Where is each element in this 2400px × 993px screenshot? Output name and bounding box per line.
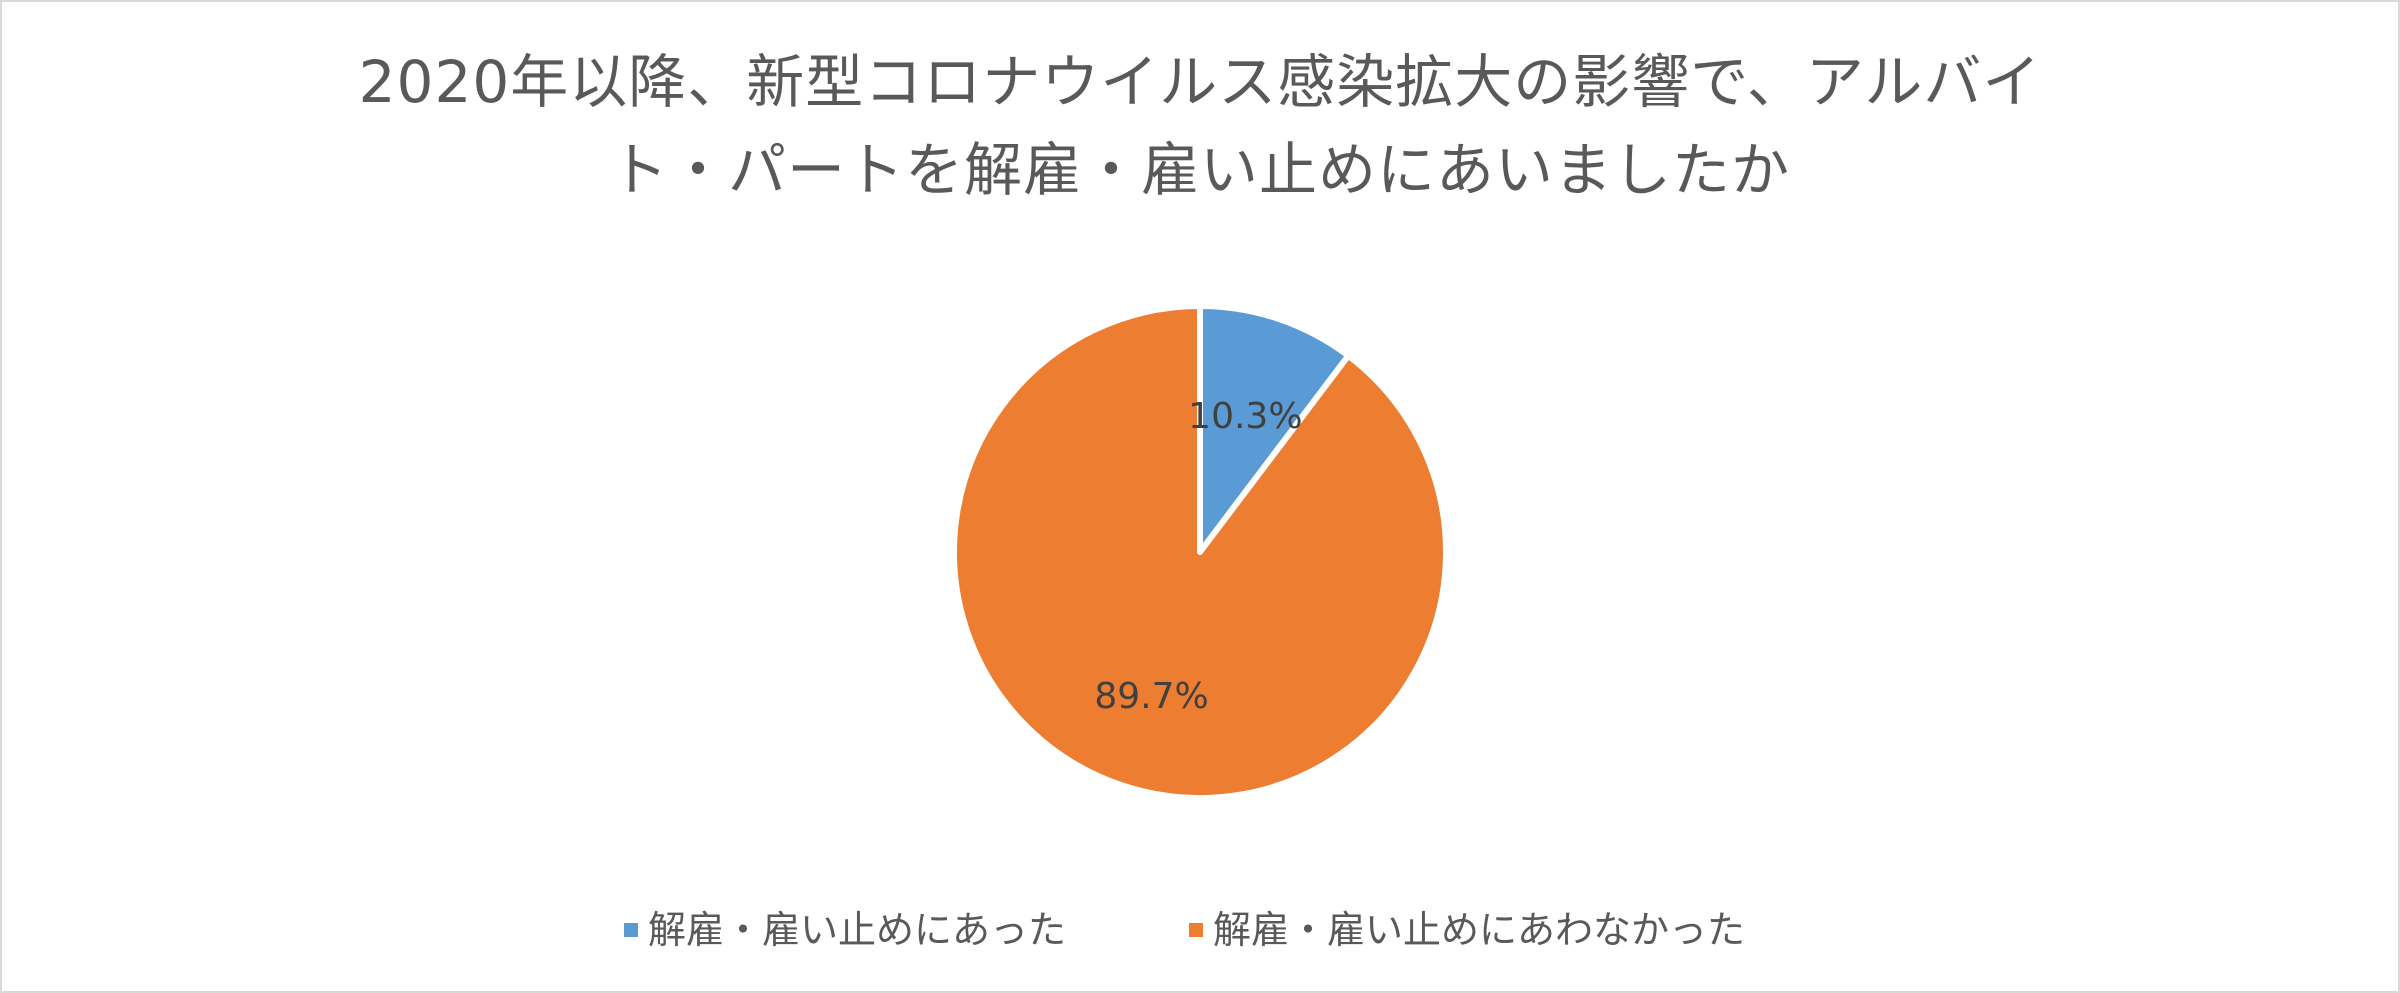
pie-data-labels: 10.3% 89.7% bbox=[1094, 396, 1302, 717]
legend-item-not-dismissed: 解雇・雇い止めにあわなかった bbox=[1189, 900, 1745, 960]
chart-title-line-1: 2020年以降、新型コロナウイルス感染拡大の影響で、アルバイ bbox=[358, 48, 2042, 116]
legend-swatch-dismissed bbox=[624, 923, 638, 937]
chart-title-line-2: ト・パートを解雇・雇い止めにあいましたか bbox=[609, 136, 1790, 204]
pie-slices bbox=[951, 303, 1449, 801]
chart-legend: 解雇・雇い止めにあった 解雇・雇い止めにあわなかった bbox=[0, 900, 2400, 960]
pie-slice-not-dismissed bbox=[951, 303, 1449, 801]
legend-label-dismissed: 解雇・雇い止めにあった bbox=[648, 908, 1067, 952]
chart-title: 2020年以降、新型コロナウイルス感染拡大の影響で、アルバイ ト・パートを解雇・… bbox=[240, 38, 2160, 214]
data-label-dismissed: 10.3% bbox=[1188, 396, 1302, 437]
data-label-not-dismissed: 89.7% bbox=[1094, 676, 1208, 717]
legend-label-not-dismissed: 解雇・雇い止めにあわなかった bbox=[1213, 908, 1746, 952]
pie-slice-dismissed bbox=[1197, 303, 1352, 555]
legend-swatch-not-dismissed bbox=[1189, 923, 1203, 937]
legend-item-dismissed: 解雇・雇い止めにあった bbox=[624, 900, 1066, 960]
